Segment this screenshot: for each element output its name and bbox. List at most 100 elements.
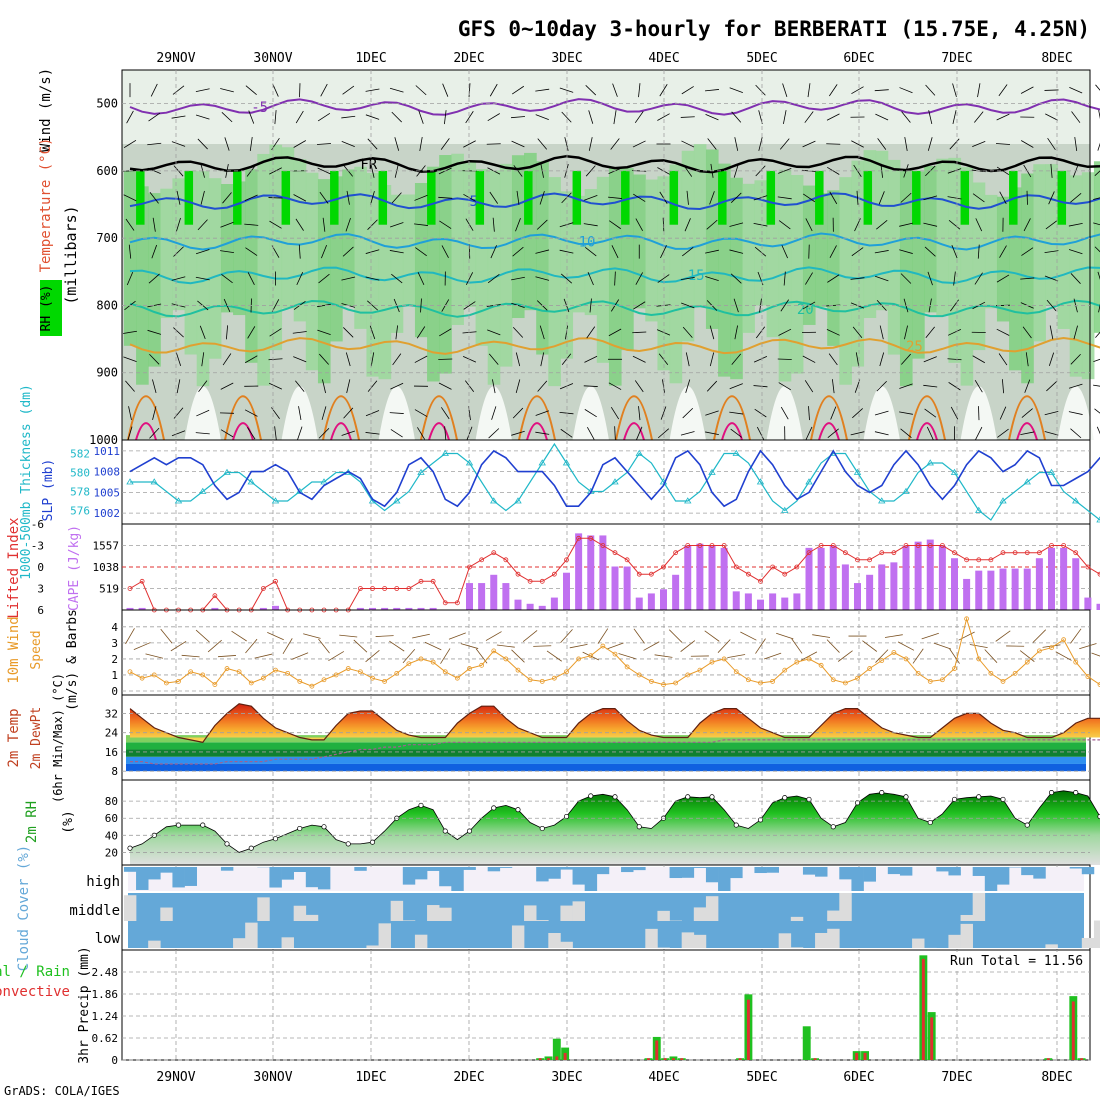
thickness-marker: [417, 468, 425, 475]
wind-speed-marker: [1061, 637, 1067, 643]
rh-marker: [297, 825, 303, 832]
thickness-marker: [1072, 497, 1080, 504]
wind-speed-marker: [648, 678, 654, 684]
lifted-index-marker: [370, 586, 375, 591]
wind-barb: [247, 272, 255, 285]
wind-barb: [875, 113, 889, 121]
surface-wind-barb: [618, 653, 636, 660]
wind-tick-label: 3: [111, 637, 118, 650]
wind-barb: [440, 138, 450, 150]
top-date-label: 4DEC: [648, 51, 679, 66]
cape-bar: [951, 558, 958, 610]
wind-barb: [1021, 247, 1034, 256]
wind-barb: [972, 141, 986, 147]
thickness-marker: [514, 497, 522, 504]
top-date-label: 3DEC: [551, 51, 582, 66]
rh-cell: [899, 169, 913, 387]
top-date-label: 5DEC: [746, 51, 777, 66]
thickness-tick-label: 576: [70, 505, 90, 518]
precip-convective-bar: [680, 1058, 684, 1060]
wind-barb: [851, 140, 864, 148]
cape-bar: [854, 583, 861, 610]
wind-barb: [441, 407, 450, 420]
rh-marker: [612, 794, 618, 800]
wind-barb: [1020, 86, 1034, 94]
cape-bar: [660, 589, 667, 610]
wind-barb: [947, 358, 962, 361]
wind-barb: [948, 220, 961, 230]
lifted-index-marker: [818, 543, 824, 548]
wind-barb: [346, 190, 350, 205]
rh-max-cell: [233, 170, 242, 225]
isotherm-label: -5: [251, 100, 268, 116]
rh-marker: [1073, 790, 1079, 796]
wind-barb: [414, 223, 428, 226]
rh-marker: [685, 794, 691, 800]
wind-barb: [874, 410, 889, 416]
thickness-marker: [853, 468, 862, 475]
lifted-index-marker: [830, 543, 836, 548]
wind-barb: [588, 137, 593, 151]
wind-barb: [998, 84, 1008, 97]
cape-bar: [599, 535, 607, 610]
lifted-index-marker: [939, 543, 945, 548]
cape-bar: [914, 541, 922, 610]
wind-barb: [948, 382, 961, 391]
lifted-index-marker: [867, 557, 873, 563]
wind-barb: [171, 115, 186, 119]
wind-barb: [705, 410, 719, 416]
cloud-clear-cell: [245, 922, 258, 948]
cloud-clear-cell: [912, 938, 925, 948]
lifted-index-marker: [976, 557, 982, 563]
cloud-cell: [839, 867, 852, 880]
wind-barb: [463, 140, 476, 148]
rh-cell: [220, 184, 234, 313]
wind-barb: [560, 273, 573, 284]
wind-barb: [805, 426, 813, 440]
cloud-clear-cell: [948, 934, 961, 948]
wind-speed-marker: [151, 672, 157, 678]
wind-barb: [827, 274, 840, 283]
rh-axis-label: (%): [61, 810, 76, 833]
wind-barb: [950, 406, 959, 420]
wind-barb: [511, 140, 525, 148]
wind-speed-marker: [661, 682, 666, 687]
wind-speed-marker: [939, 677, 945, 683]
slp-tick-label: 1008: [94, 466, 121, 479]
wind-barb: [365, 432, 380, 435]
wind-speed-marker: [200, 672, 206, 678]
rh-max-cell: [766, 170, 776, 225]
isotherm-line: [129, 299, 1100, 318]
lifted-index-marker: [709, 543, 715, 548]
wind-barb: [611, 245, 619, 259]
surface-wind-barb: [668, 629, 683, 643]
wind-barb: [754, 246, 767, 257]
wind-barb: [1070, 353, 1081, 365]
wind-barb: [439, 220, 452, 229]
wind-barb: [584, 247, 597, 257]
rh-cell: [984, 194, 998, 309]
rh-max-cell: [184, 170, 194, 225]
rh-marker: [782, 795, 788, 801]
wind-barb: [802, 140, 816, 148]
wind-barb: [365, 276, 380, 281]
rh-cell: [851, 160, 865, 367]
wind-barb: [126, 110, 134, 124]
wind-barb: [147, 303, 162, 308]
wind-barb: [610, 138, 620, 150]
wind-barb: [316, 143, 332, 145]
lifted-index-marker: [588, 535, 594, 541]
wind-barb: [681, 247, 694, 257]
wind-barb: [709, 325, 715, 340]
cape-bar: [1072, 558, 1080, 610]
lifted-index-marker: [418, 578, 424, 584]
wind-barb: [1093, 358, 1100, 363]
wind-barb: [682, 407, 694, 419]
lifted-index-marker: [406, 586, 412, 591]
rh-cell: [996, 196, 1010, 322]
precip-axis-label: 3hr Precip (mm): [77, 946, 92, 1063]
rh-marker: [272, 836, 279, 842]
wind-barb: [341, 141, 355, 147]
wind-barb: [414, 409, 428, 417]
cloud-clear-cell: [402, 920, 416, 921]
